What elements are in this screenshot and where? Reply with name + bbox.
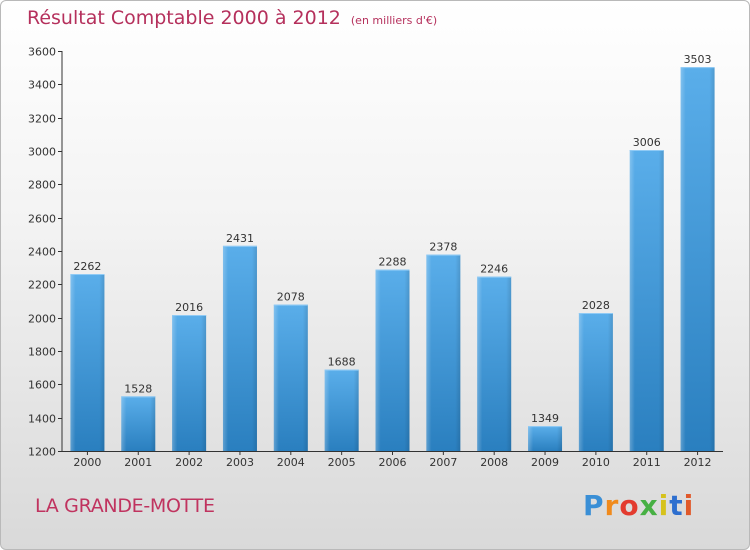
x-tick-label: 2000 [73, 456, 101, 469]
bar-2008: 2246 [477, 263, 512, 451]
x-tick-label: 2008 [480, 456, 508, 469]
bar-2010: 2028 [578, 299, 613, 451]
bar-shading [680, 67, 715, 452]
brand-letter: P [583, 489, 605, 522]
x-tick-label: 2002 [175, 456, 203, 469]
y-tick-label: 1600 [28, 379, 56, 392]
bar-value-label: 2016 [175, 301, 203, 314]
y-tick-label: 1800 [28, 346, 56, 359]
bar-2007: 2378 [426, 241, 461, 451]
brand-letter: t [669, 489, 684, 522]
bar-shading [528, 426, 563, 451]
x-tick-label: 2007 [429, 456, 457, 469]
bar-2003: 2431 [222, 232, 257, 451]
bar-2001: 1528 [121, 382, 156, 451]
bar-2004: 2078 [273, 291, 308, 451]
bar-shading [121, 396, 156, 451]
brand-letter: o [619, 489, 640, 522]
bar-value-label: 1528 [124, 382, 152, 395]
bar-2006: 2288 [375, 256, 410, 451]
x-tick-label: 2003 [226, 456, 254, 469]
brand-logo[interactable]: Proxiti [583, 489, 694, 522]
bar-shading [629, 150, 664, 451]
bar-2009: 1349 [528, 412, 563, 451]
bar-shading [426, 254, 461, 451]
bar-value-label: 2246 [480, 263, 508, 276]
y-tick-label: 2200 [28, 279, 56, 292]
y-tick-label: 3200 [28, 113, 56, 126]
bar-shading [172, 315, 207, 451]
bars: 2262 1528 2016 2431 2078 1688 2288 2378 2246 1349… [70, 53, 715, 452]
y-tick-label: 2800 [28, 179, 56, 192]
brand-letter: i [658, 489, 670, 522]
y-tick-label: 2400 [28, 246, 56, 259]
bar-shading [375, 269, 410, 451]
y-tick-label: 3600 [28, 46, 56, 59]
x-tick-label: 2005 [328, 456, 356, 469]
y-axis: 1200 1400 1600 1800 2000 2200 2400 2600 2800 3000… [28, 46, 63, 459]
bar-value-label: 2288 [379, 256, 407, 269]
x-tick-label: 2012 [684, 456, 712, 469]
bar-shading [70, 274, 105, 451]
bar-shading [324, 369, 359, 451]
title-row: Résultat Comptable 2000 à 2012 (en millie… [27, 7, 437, 29]
x-tick-label: 2006 [379, 456, 407, 469]
bar-shading [578, 313, 613, 451]
bar-value-label: 3503 [684, 53, 712, 66]
bar-value-label: 2378 [429, 241, 457, 254]
bar-value-label: 2078 [277, 291, 305, 304]
brand-letter: x [639, 489, 659, 522]
chart-title: Résultat Comptable 2000 à 2012 [27, 7, 341, 29]
x-tick-label: 2010 [582, 456, 610, 469]
x-tick-label: 2001 [124, 456, 152, 469]
commune-name: LA GRANDE-MOTTE [35, 495, 215, 517]
brand-letter: r [604, 489, 620, 522]
bar-value-label: 2262 [73, 260, 101, 273]
y-tick-label: 2600 [28, 213, 56, 226]
bar-shading [222, 245, 257, 451]
y-tick-label: 3400 [28, 79, 56, 92]
bar-value-label: 3006 [633, 136, 661, 149]
y-tick-label: 2000 [28, 313, 56, 326]
y-tick-label: 1400 [28, 413, 56, 426]
bar-2011: 3006 [629, 136, 664, 451]
x-tick-label: 2009 [531, 456, 559, 469]
bar-2012: 3503 [680, 53, 715, 452]
y-tick-label: 3000 [28, 146, 56, 159]
bar-2005: 1688 [324, 356, 359, 451]
bar-value-label: 2431 [226, 232, 254, 245]
bar-shading [273, 304, 308, 451]
x-axis: 2000 2001 2002 2003 2004 2005 2006 2007 2008 2009… [62, 451, 723, 469]
bar-value-label: 2028 [582, 299, 610, 312]
chart-unit: (en milliers d'€) [350, 14, 438, 27]
brand-letter: i [683, 489, 695, 522]
x-tick-label: 2004 [277, 456, 305, 469]
bar-shading [477, 276, 512, 451]
bar-value-label: 1688 [328, 356, 356, 369]
bar-2002: 2016 [172, 301, 207, 451]
x-tick-label: 2011 [633, 456, 661, 469]
y-tick-label: 1200 [28, 446, 56, 459]
bar-value-label: 1349 [531, 412, 559, 425]
bar-2000: 2262 [70, 260, 105, 451]
